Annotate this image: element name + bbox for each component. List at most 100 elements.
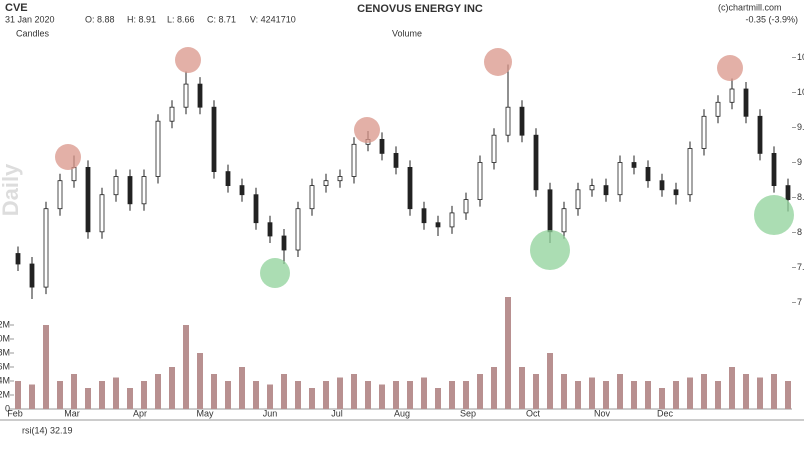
candle-body	[477, 162, 483, 200]
y-tick-label: 7	[797, 297, 802, 307]
legend-volume: Volume	[392, 28, 422, 38]
peak-circle	[484, 48, 512, 76]
x-tick-label: Feb	[7, 408, 23, 418]
candle-body	[155, 120, 161, 177]
ohlcv: C: 8.71	[207, 14, 236, 24]
candle-body	[449, 212, 455, 228]
volume-bar	[519, 367, 525, 409]
candle-body	[57, 180, 63, 210]
candle-body	[491, 134, 497, 163]
volume-tick-label: 0	[5, 403, 10, 413]
candle-body	[575, 189, 581, 210]
volume-bar	[379, 384, 385, 409]
volume-bar	[449, 381, 455, 409]
candle-body	[687, 148, 693, 196]
peak-circle	[175, 47, 201, 73]
candle-body	[309, 185, 315, 210]
volume-bar	[365, 381, 371, 409]
candle-body	[407, 166, 413, 210]
volume-bar	[71, 374, 77, 409]
volume-bar	[155, 374, 161, 409]
period: Daily	[0, 163, 23, 216]
volume-bar	[491, 367, 497, 409]
candle-body	[715, 101, 721, 117]
candle-body	[421, 208, 427, 224]
x-tick-label: Jun	[263, 408, 278, 418]
volume-bar	[197, 353, 203, 409]
volume-bar	[463, 381, 469, 409]
volume-bar	[337, 377, 343, 409]
volume-bar	[505, 297, 511, 409]
ohlcv: H: 8.91	[127, 14, 156, 24]
volume-bar	[533, 374, 539, 409]
volume-bar	[757, 377, 763, 409]
volume-bar	[351, 374, 357, 409]
volume-bar	[547, 353, 553, 409]
volume-bar	[617, 374, 623, 409]
candle-body	[113, 176, 119, 196]
candle-body	[631, 162, 637, 168]
candle-body	[197, 83, 203, 108]
candle-body	[463, 199, 469, 214]
candle-body	[771, 152, 777, 186]
x-tick-label: Dec	[657, 408, 674, 418]
candle-body	[743, 88, 749, 117]
volume-bar	[743, 374, 749, 409]
x-tick-label: May	[196, 408, 214, 418]
candle-body	[169, 106, 175, 122]
candle-body	[337, 176, 343, 182]
candle-body	[281, 235, 287, 251]
candle-body	[379, 138, 385, 154]
volume-tick-label: 10M	[0, 333, 10, 343]
symbol: CVE	[5, 2, 28, 14]
candle-body	[603, 185, 609, 196]
volume-bar	[281, 374, 287, 409]
candle-body	[673, 189, 679, 196]
candle-body	[547, 189, 553, 233]
peak-circle	[717, 55, 743, 81]
volume-tick-label: 12M	[0, 319, 10, 329]
volume-bar	[85, 388, 91, 409]
volume-bar	[561, 374, 567, 409]
volume-bar	[57, 381, 63, 409]
chart-title: CENOVUS ENERGY INC	[357, 3, 483, 15]
y-tick-label: 9.5	[797, 122, 804, 132]
candle-body	[701, 115, 707, 149]
change: -0.35 (-3.9%)	[745, 14, 798, 24]
volume-bar	[393, 381, 399, 409]
ohlcv: O: 8.88	[85, 14, 115, 24]
candle-body	[99, 194, 105, 233]
highlight-circles	[55, 47, 794, 288]
candle-body	[729, 88, 735, 103]
volume-bar	[309, 388, 315, 409]
volume-bar	[729, 367, 735, 409]
candle-body	[43, 208, 49, 288]
candle-body	[141, 176, 147, 205]
volume-bar	[225, 381, 231, 409]
candle-body	[757, 115, 763, 154]
candle-body	[393, 152, 399, 168]
volume-bar	[15, 381, 21, 409]
candle-body	[15, 253, 21, 265]
volume-bar	[183, 325, 189, 409]
volume-bar	[421, 377, 427, 409]
volume-bar	[239, 367, 245, 409]
x-tick-label: Nov	[594, 408, 611, 418]
rsi-label: rsi(14) 32.19	[22, 425, 73, 435]
source: (c)chartmill.com	[718, 2, 782, 12]
trough-circle	[530, 230, 570, 270]
y-tick-label: 8.5	[797, 192, 804, 202]
volume-bar	[99, 381, 105, 409]
candle-body	[351, 143, 357, 177]
volume-tick-label: 2M	[0, 389, 10, 399]
candle-body	[183, 83, 189, 108]
candle-body	[211, 106, 217, 172]
volume-bar	[701, 374, 707, 409]
candle-body	[71, 166, 77, 182]
candle-body	[127, 176, 133, 205]
date: 31 Jan 2020	[5, 14, 55, 24]
candle-body	[617, 162, 623, 196]
candle-body	[589, 185, 595, 191]
